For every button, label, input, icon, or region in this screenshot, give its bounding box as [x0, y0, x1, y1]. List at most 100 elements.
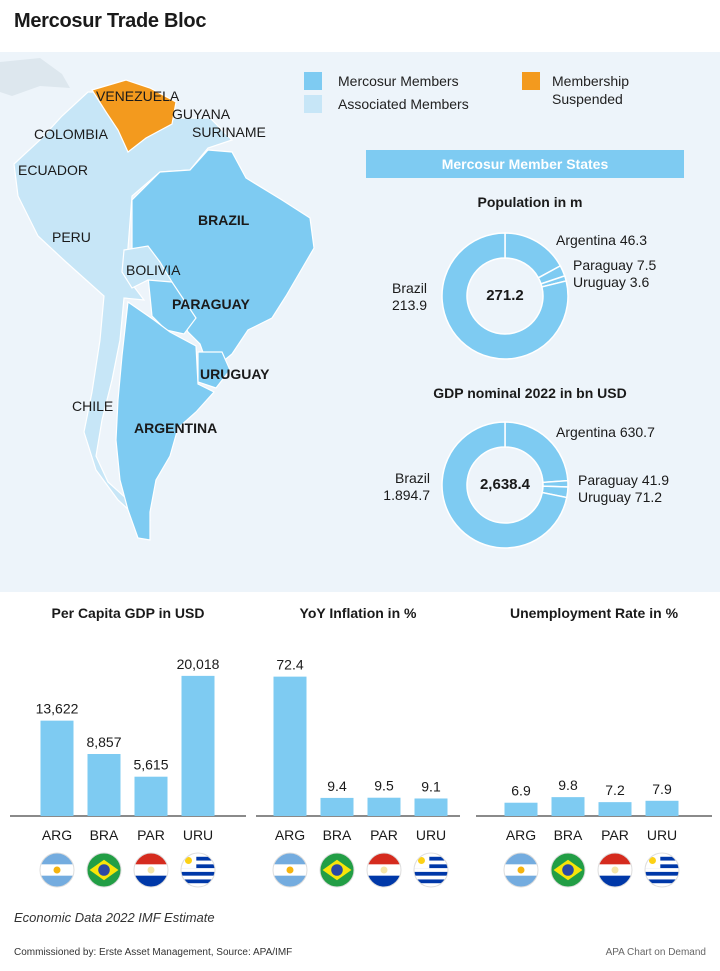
- legend-associated-swatch: [304, 95, 322, 113]
- unemployment-bar-bra: [551, 797, 585, 816]
- gdp-title: GDP nominal 2022 in bn USD: [433, 385, 627, 401]
- population-total: 271.2: [486, 287, 524, 304]
- label-peru: PERU: [52, 229, 91, 245]
- inflation-bar-uru: [414, 798, 448, 816]
- legend-suspended-swatch: [522, 72, 540, 90]
- footnote: Economic Data 2022 IMF Estimate: [14, 910, 215, 925]
- page-title: Mercosur Trade Bloc: [14, 10, 207, 32]
- gdp-label-argentina: Argentina 630.7: [556, 424, 655, 440]
- per-capita-gdp-category-label-bra: BRA: [90, 827, 119, 843]
- unemployment-chart: 6.9 ARG 9.8 BRA 7.2 PAR 7.9 URU: [476, 777, 712, 888]
- bolivia-shape: [121, 245, 174, 289]
- per-capita-gdp-bar-par: [134, 776, 168, 816]
- population-label-argentina: Argentina 46.3: [556, 232, 648, 248]
- per-capita-gdp-bar-uru: [181, 675, 215, 816]
- population-title: Population in m: [477, 194, 583, 210]
- per-capita-gdp-value-label-bra: 8,857: [86, 734, 121, 750]
- population-label-brazil: Brazil 213.9: [392, 280, 428, 313]
- inflation-flag-par-icon: [366, 852, 402, 888]
- inflation-category-label-par: PAR: [370, 827, 398, 843]
- credit-note: APA Chart on Demand: [605, 947, 706, 958]
- argentina-shape: [115, 300, 215, 541]
- per-capita-gdp-value-label-uru: 20,018: [177, 656, 220, 672]
- unemployment-category-label-uru: URU: [647, 827, 677, 843]
- per-capita-gdp-value-label-par: 5,615: [133, 757, 168, 773]
- unemployment-bar-uru: [645, 800, 679, 816]
- inflation-flag-arg-icon: [272, 852, 308, 888]
- inflation-category-label-uru: URU: [416, 827, 446, 843]
- legend-associated-label: Associated Members: [338, 96, 469, 112]
- per-capita-gdp-flag-uru-icon: [180, 852, 216, 888]
- member-states-banner: Mercosur Member States: [366, 150, 684, 178]
- inflation-flag-bra-icon: [319, 852, 355, 888]
- gdp-label-brazil: Brazil 1.894.7: [383, 470, 430, 503]
- label-argentina: ARGENTINA: [134, 420, 218, 436]
- label-bolivia: BOLIVIA: [126, 262, 181, 278]
- unemployment-category-label-bra: BRA: [554, 827, 583, 843]
- inflation-flag-uru-icon: [413, 852, 449, 888]
- per-capita-gdp-flag-par-icon: [133, 852, 169, 888]
- gdp-slice-brazil: [441, 421, 568, 549]
- inflation-bar-par: [367, 797, 401, 816]
- unemployment-flag-par-icon: [597, 852, 633, 888]
- paraguay-shape: [147, 275, 197, 335]
- per-capita-gdp-chart: 13,622 ARG 8,857 BRA 5,615 PAR 20,018 URU: [10, 656, 246, 888]
- unemployment-title: Unemployment Rate in %: [509, 605, 679, 621]
- inflation-title: YoY Inflation in %: [299, 605, 417, 621]
- legend-members-swatch: [304, 72, 322, 90]
- population-slice-brazil: [441, 232, 569, 360]
- population-label-paraguay: Paraguay 7.5: [573, 257, 657, 273]
- per-capita-gdp-bar-bra: [87, 754, 121, 816]
- unemployment-category-label-par: PAR: [601, 827, 629, 843]
- unemployment-category-label-arg: ARG: [506, 827, 536, 843]
- gdp-label-paraguay: Paraguay 41.9: [578, 472, 670, 488]
- inflation-bar-arg: [273, 676, 307, 816]
- unemployment-value-label-bra: 9.8: [558, 777, 578, 793]
- inflation-bar-bra: [320, 797, 354, 816]
- inflation-chart: 72.4 ARG 9.4 BRA 9.5 PAR 9.1 URU: [256, 657, 460, 888]
- label-chile: CHILE: [72, 398, 114, 414]
- unemployment-flag-bra-icon: [550, 852, 586, 888]
- inflation-value-label-uru: 9.1: [421, 778, 441, 794]
- inflation-value-label-bra: 9.4: [327, 778, 347, 794]
- label-paraguay: PARAGUAY: [172, 296, 250, 312]
- per-capita-gdp-category-label-uru: URU: [183, 827, 213, 843]
- gdp-label-uruguay: Uruguay 71.2: [578, 489, 663, 505]
- per-capita-gdp-category-label-arg: ARG: [42, 827, 72, 843]
- gdp-total: 2,638.4: [479, 476, 531, 493]
- venezuela-shape: [91, 79, 177, 153]
- legend-members-label: Mercosur Members: [338, 73, 459, 89]
- unemployment-flag-uru-icon: [644, 852, 680, 888]
- per-capita-gdp-value-label-arg: 13,622: [36, 701, 79, 717]
- label-guyana: GUYANA: [172, 106, 231, 122]
- caribbean-land-shape: [0, 58, 70, 96]
- inflation-value-label-arg: 72.4: [276, 657, 303, 673]
- per-capita-gdp-bar-arg: [40, 720, 74, 816]
- associated-region-shape: [13, 91, 234, 523]
- label-brazil: BRAZIL: [198, 212, 250, 228]
- per-capita-gdp-title: Per Capita GDP in USD: [51, 605, 205, 621]
- population-donut: [441, 232, 569, 360]
- unemployment-value-label-uru: 7.9: [652, 781, 672, 797]
- label-suriname: SURINAME: [192, 124, 266, 140]
- unemployment-bar-arg: [504, 802, 538, 816]
- unemployment-bar-par: [598, 802, 632, 816]
- label-uruguay: URUGUAY: [200, 366, 270, 382]
- per-capita-gdp-category-label-par: PAR: [137, 827, 165, 843]
- label-colombia: COLOMBIA: [34, 126, 108, 142]
- label-ecuador: ECUADOR: [18, 162, 89, 178]
- unemployment-value-label-par: 7.2: [605, 782, 625, 798]
- commission-note: Commissioned by: Erste Asset Management,…: [14, 947, 293, 958]
- inflation-category-label-arg: ARG: [275, 827, 305, 843]
- legend-suspended-label: Membership Suspended: [552, 73, 630, 107]
- population-label-uruguay: Uruguay 3.6: [573, 274, 650, 290]
- inflation-category-label-bra: BRA: [323, 827, 352, 843]
- south-america-map: [0, 58, 315, 541]
- gdp-donut: [441, 421, 569, 549]
- unemployment-value-label-arg: 6.9: [511, 783, 531, 799]
- unemployment-flag-arg-icon: [503, 852, 539, 888]
- per-capita-gdp-flag-arg-icon: [39, 852, 75, 888]
- per-capita-gdp-flag-bra-icon: [86, 852, 122, 888]
- inflation-value-label-par: 9.5: [374, 778, 394, 794]
- label-venezuela: VENEZUELA: [96, 88, 180, 104]
